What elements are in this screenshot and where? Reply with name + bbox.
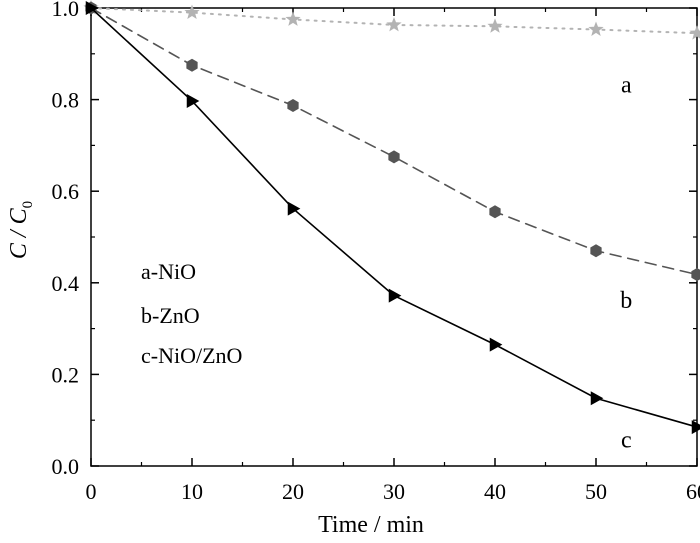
y-tick-labels: 0.0 0.2 0.4 0.6 0.8 1.0 bbox=[52, 0, 80, 479]
series-a-point bbox=[285, 11, 301, 26]
y-axis-title: C / C0 bbox=[6, 201, 36, 259]
x-tick-label: 40 bbox=[484, 479, 506, 504]
series-tag-a: a bbox=[621, 73, 632, 99]
y-tick-label: 0.4 bbox=[52, 271, 80, 296]
series-c-point bbox=[590, 391, 604, 406]
legend: a-NiO b-ZnO c-NiO/ZnO bbox=[141, 259, 242, 368]
x-tick-labels: 0 10 20 30 40 50 60 bbox=[86, 479, 700, 504]
x-tick-label: 10 bbox=[181, 479, 203, 504]
series-c-point bbox=[85, 1, 99, 15]
y-tick-label: 1.0 bbox=[52, 0, 80, 21]
series-tags: a b c bbox=[620, 73, 632, 454]
series-a-point bbox=[487, 18, 503, 33]
series-b-point bbox=[287, 99, 299, 113]
y-axis-title-subscript: 0 bbox=[20, 201, 36, 209]
series-a-point bbox=[184, 4, 200, 20]
y-tick-label: 0.2 bbox=[52, 362, 80, 387]
series-c bbox=[85, 1, 700, 435]
series-b-point bbox=[186, 58, 198, 72]
x-tick-label: 60 bbox=[686, 479, 700, 504]
series-c-point bbox=[388, 288, 402, 303]
series-b-line bbox=[90, 7, 698, 276]
series-b bbox=[85, 1, 700, 282]
series-a-point bbox=[689, 25, 700, 40]
y-tick-label: 0.6 bbox=[52, 179, 80, 204]
axis-ticks bbox=[90, 7, 698, 467]
x-tick-label: 30 bbox=[383, 479, 405, 504]
series-c-point bbox=[186, 93, 200, 108]
legend-entry-c: c-NiO/ZnO bbox=[141, 343, 242, 368]
plot-area: a b c bbox=[83, 0, 700, 467]
series-a bbox=[83, 0, 700, 40]
x-tick-label: 0 bbox=[86, 479, 97, 504]
x-tick-label: 20 bbox=[282, 479, 304, 504]
series-c-point bbox=[287, 201, 301, 216]
series-c-point bbox=[691, 420, 700, 435]
plot-frame bbox=[90, 7, 698, 467]
series-a-point bbox=[588, 21, 604, 36]
series-tag-c: c bbox=[621, 428, 632, 454]
series-b-point bbox=[590, 244, 602, 258]
y-axis-title-main: C / C bbox=[6, 207, 32, 259]
series-b-point bbox=[489, 205, 501, 219]
series-b-point bbox=[388, 150, 400, 164]
legend-entry-a: a-NiO bbox=[141, 259, 196, 284]
series-a-point bbox=[386, 16, 402, 32]
x-axis-title: Time / min bbox=[318, 512, 424, 538]
series-layer bbox=[83, 0, 700, 435]
y-tick-label: 0.8 bbox=[52, 88, 80, 113]
series-tag-b: b bbox=[620, 288, 632, 314]
series-c-point bbox=[489, 337, 503, 352]
y-tick-label: 0.0 bbox=[52, 454, 80, 479]
x-tick-label: 50 bbox=[585, 479, 607, 504]
legend-entry-b: b-ZnO bbox=[141, 303, 200, 328]
series-b-point bbox=[691, 268, 700, 282]
